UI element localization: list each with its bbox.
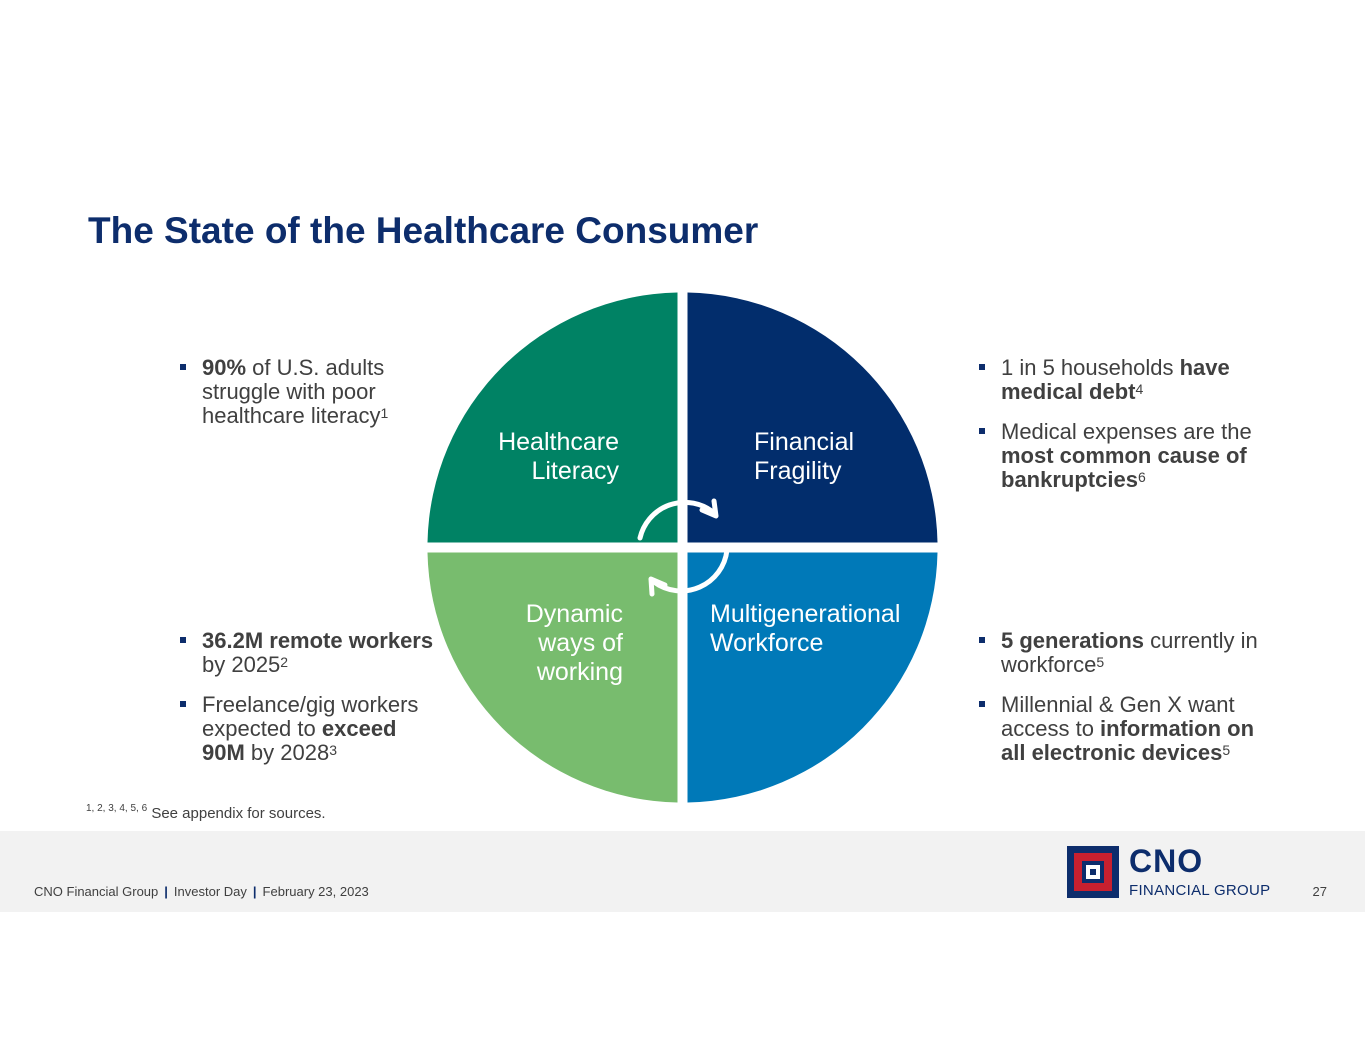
bullet-item: 90% of U.S. adults struggle with poor he…: [177, 356, 417, 428]
quadrant-top-right: [687, 292, 938, 543]
bullets-financial-fragility: 1 in 5 households have medical debt4 Medi…: [976, 356, 1276, 508]
footnote-refs: 1, 2, 3, 4, 5, 6: [86, 803, 148, 814]
quadrant-bottom-left: [427, 552, 678, 803]
logo-mark-icon: [1067, 846, 1119, 898]
bullets-dynamic-ways: 36.2M remote workers by 20252 Freelance/g…: [177, 629, 437, 781]
bullet-item: Freelance/gig workers expected to exceed…: [177, 693, 437, 765]
bullet-item: 36.2M remote workers by 20252: [177, 629, 437, 677]
bullet-item: Medical expenses are the most common cau…: [976, 420, 1276, 492]
cno-logo: CNO FINANCIAL GROUP: [1067, 843, 1287, 899]
footer-event: Investor Day: [173, 884, 247, 899]
quadrant-label-financial-fragility: Financial Fragility: [754, 428, 855, 485]
footer-separator: |: [164, 884, 168, 899]
footer-text: CNO Financial Group | Investor Day | Februar…: [34, 884, 369, 899]
bullets-healthcare-literacy: 90% of U.S. adults struggle with poor he…: [177, 356, 417, 444]
footer-company: CNO Financial Group: [34, 884, 159, 899]
bullets-multigenerational: 5 generations currently in workforce5 Mil…: [976, 629, 1276, 781]
quadrant-label-dynamic-ways: Dynamic ways of working: [525, 600, 623, 686]
footer-separator: |: [252, 884, 257, 899]
footer-date: February 23, 2023: [262, 884, 369, 899]
bullet-item: 5 generations currently in workforce5: [976, 629, 1276, 677]
bullet-item: Millennial & Gen X want access to inform…: [976, 693, 1276, 765]
quadrant-label-multigenerational: Multigenerational Workforce: [710, 600, 901, 657]
circular-arrows-icon: [637, 498, 730, 597]
footer: CNO Financial Group | Investor Day | Februar…: [0, 831, 1365, 912]
page-title: The State of the Healthcare Consumer: [88, 210, 759, 251]
page-number: 27: [1312, 884, 1327, 899]
logo-name: CNO: [1129, 843, 1204, 879]
quadrant-label-healthcare-literacy: Healthcare Literacy: [498, 428, 619, 485]
logo-subtitle: FINANCIAL GROUP: [1129, 882, 1271, 899]
footnote: 1, 2, 3, 4, 5, 6 See appendix for source…: [86, 803, 326, 822]
quadrant-bottom-right: [687, 552, 938, 803]
footnote-text: See appendix for sources.: [147, 805, 326, 822]
quadrant-top-left: [427, 292, 678, 543]
quadrant-diagram: Healthcare Literacy Financial Fragility …: [425, 290, 940, 805]
bullet-item: 1 in 5 households have medical debt4: [976, 356, 1276, 404]
